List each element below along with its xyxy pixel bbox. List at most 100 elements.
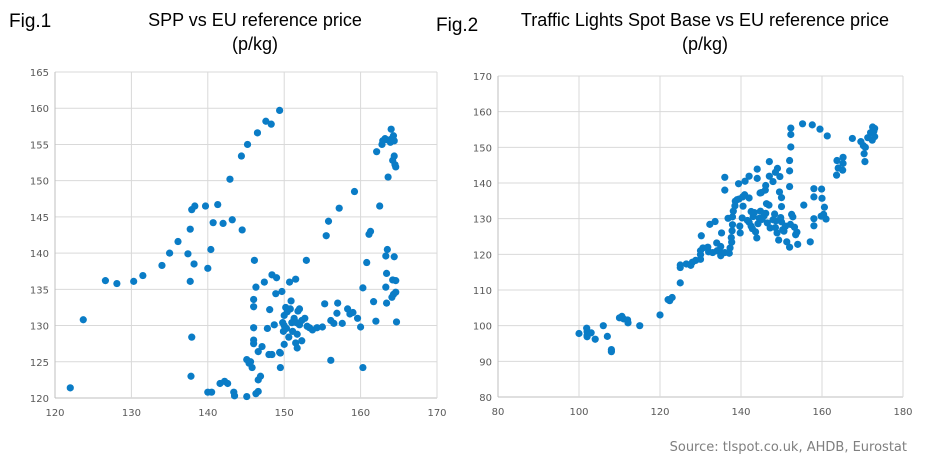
chart2-data-point xyxy=(656,311,664,319)
chart1-data-point xyxy=(318,323,326,331)
chart1-data-point xyxy=(209,219,217,227)
chart2-data-point xyxy=(810,185,818,193)
chart2-data-point xyxy=(771,210,779,218)
chart2-data-point xyxy=(786,156,794,165)
chart2-data-point xyxy=(848,134,856,143)
chart2-data-point xyxy=(736,229,744,237)
chart1-subtitle: (p/kg) xyxy=(231,34,278,54)
chart1-data-point xyxy=(298,337,306,345)
chart2-data-point xyxy=(745,194,753,202)
chart2-data-point xyxy=(721,173,729,181)
chart1-y-tick-label: 145 xyxy=(30,213,49,224)
chart1-data-point xyxy=(293,344,301,352)
chart2-data-point xyxy=(839,159,847,167)
chart1-data-point xyxy=(366,227,375,235)
chart2-data-point xyxy=(783,238,791,246)
chart1-data-point xyxy=(208,388,216,396)
chart1-data-point xyxy=(190,260,198,268)
chart1-data-point xyxy=(384,173,392,181)
chart2-y-tick-label: 100 xyxy=(473,322,492,333)
chart2-data-point xyxy=(676,261,684,269)
chart1-y-tick-label: 150 xyxy=(30,177,49,188)
chart2-y-tick-label: 140 xyxy=(473,179,492,190)
chart2-data-point xyxy=(786,182,794,191)
chart1-data-point xyxy=(101,277,110,285)
chart1-data-point xyxy=(268,350,276,359)
chart2-y-tick-label: 90 xyxy=(479,357,492,368)
chart2-x-tick-label: 140 xyxy=(731,407,750,418)
chart1-data-point xyxy=(335,204,343,212)
chart2-data-point xyxy=(747,207,755,216)
chart2-data-point xyxy=(727,233,735,242)
chart1-data-point xyxy=(322,232,330,240)
chart2-data-point xyxy=(861,143,869,151)
chart2-data-point xyxy=(870,127,878,135)
chart1-data-point xyxy=(392,318,401,326)
chart1-data-point xyxy=(250,324,258,332)
chart2-data-point xyxy=(766,224,774,232)
chart1-data-point xyxy=(338,319,346,327)
chart1-data-point xyxy=(324,217,333,225)
chart1-x-tick-label: 130 xyxy=(122,408,141,419)
chart2-data-point xyxy=(636,322,644,330)
source-note: Source: tlspot.co.uk, AHDB, Eurostat xyxy=(669,440,907,455)
chart2-data-point xyxy=(706,220,714,228)
chart1-data-point xyxy=(191,202,199,210)
chart1-data-point xyxy=(382,269,391,277)
chart1-data-point xyxy=(139,271,147,280)
chart2-data-point xyxy=(786,243,794,251)
chart2-data-point xyxy=(765,158,773,166)
chart2-data-point xyxy=(668,293,676,302)
chart1-data-point xyxy=(188,333,196,341)
chart2-y-tick-label: 160 xyxy=(473,108,492,119)
chart2-data-point xyxy=(839,166,847,174)
chart1-data-point xyxy=(174,237,182,246)
chart2-data-point xyxy=(808,121,816,129)
chart1-x-tick-label: 150 xyxy=(275,408,294,419)
chart2-data-point xyxy=(773,229,781,237)
chart1-data-point xyxy=(357,323,365,331)
chart2-data-point xyxy=(861,158,869,166)
chart2-y-tick-label: 110 xyxy=(473,286,492,297)
chart1-data-point xyxy=(187,372,195,380)
chart2-data-point xyxy=(800,201,808,209)
chart1-y-tick-label: 120 xyxy=(30,394,49,405)
chart2-y-tick-label: 130 xyxy=(473,215,492,226)
chart1-data-point xyxy=(350,187,359,196)
chart2-data-point xyxy=(775,188,784,196)
chart1-y-tick-label: 165 xyxy=(30,68,49,79)
chart1-data-point xyxy=(238,226,246,234)
chart1-data-point xyxy=(382,252,390,260)
chart1-data-point xyxy=(252,283,260,291)
chart2-x-tick-label: 100 xyxy=(569,407,588,418)
chart1-data-point xyxy=(254,387,262,396)
chart2-data-point xyxy=(789,213,797,221)
chart1-data-point xyxy=(79,316,87,324)
chart2-data-point xyxy=(734,180,743,188)
chart1-data-point xyxy=(266,306,274,314)
chart2-data-point xyxy=(753,174,761,182)
chart1-data-point xyxy=(204,264,212,272)
chart1-data-point xyxy=(272,290,280,298)
chart2-title-block: Traffic Lights Spot Base vs EU reference… xyxy=(495,8,915,56)
chart1-y-tick-label: 125 xyxy=(30,358,49,369)
fig1-label: Fig.1 xyxy=(9,11,52,32)
chart1-y-tick-label: 135 xyxy=(30,285,49,296)
chart2-data-point xyxy=(607,348,616,356)
chart2-data-point xyxy=(787,124,795,132)
chart1-data-point xyxy=(228,216,236,224)
fig2-label: Fig.2 xyxy=(436,15,479,36)
chart2-data-point xyxy=(728,227,736,235)
chart2-data-point xyxy=(761,186,769,194)
chart1-data-point xyxy=(333,309,341,317)
chart1-data-point xyxy=(66,384,74,392)
chart2-data-point xyxy=(745,172,753,180)
chart2-data-point xyxy=(575,329,583,338)
chart1-data-point xyxy=(301,314,309,322)
chart2-data-point xyxy=(725,249,733,257)
chart1-data-point xyxy=(113,279,121,288)
chart2-plot: 80 90 100 110 120 130 140 150 160 170 80 100 120 140 1… xyxy=(473,72,913,418)
chart2-y-tick-label: 80 xyxy=(479,393,492,404)
chart2-data-point xyxy=(798,120,807,128)
